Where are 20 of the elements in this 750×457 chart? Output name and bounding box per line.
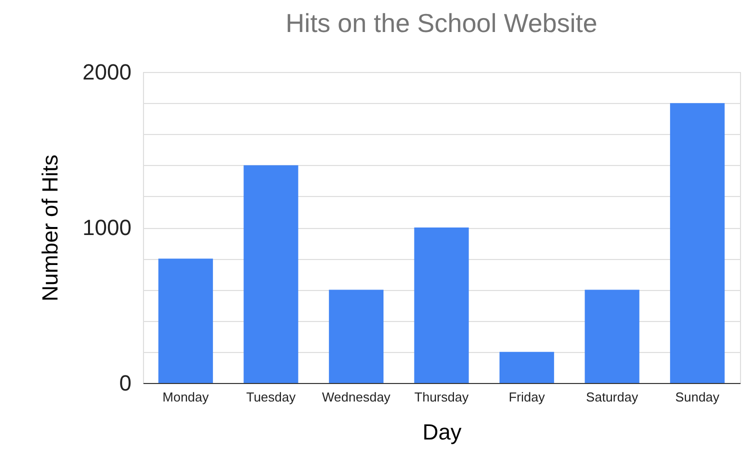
bar	[158, 258, 213, 383]
y-tick-label: 0	[119, 370, 132, 396]
x-axis-title: Day	[422, 420, 462, 444]
x-tick-label: Wednesday	[322, 390, 391, 404]
x-tick-label: Tuesday	[246, 390, 296, 404]
bar	[584, 290, 640, 383]
chart-title: Hits on the School Website	[286, 8, 598, 38]
x-tick-label: Friday	[508, 390, 546, 404]
bar	[244, 165, 298, 383]
bar	[499, 352, 554, 383]
bar	[328, 290, 384, 383]
y-tick-label: 2000	[82, 60, 132, 84]
bar	[414, 228, 469, 383]
bar	[670, 103, 725, 383]
x-tick-label: Saturday	[586, 390, 639, 404]
y-axis-title: Number of Hits	[38, 154, 63, 302]
x-tick-label: Thursday	[414, 390, 470, 404]
y-tick-label: 1000	[82, 215, 132, 240]
x-tick-label: Monday	[162, 390, 210, 404]
x-tick-label: Sunday	[675, 390, 720, 404]
